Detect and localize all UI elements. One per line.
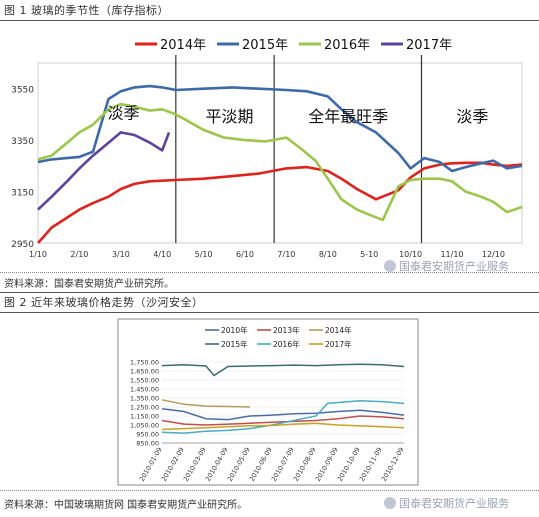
season-label: 淡季 — [456, 107, 488, 126]
y-tick-label: 1,450.00 — [130, 386, 159, 394]
watermark-logo-icon — [384, 497, 396, 509]
x-tick-label: 10/10 — [399, 250, 422, 259]
legend-label: 2016年 — [324, 38, 370, 53]
y-tick-label: 1,150.00 — [130, 413, 159, 421]
figure1-source: 资料来源：国泰君安期货产业研究所。 — [4, 279, 174, 290]
y-tick-label: 2950 — [11, 240, 34, 250]
x-tick-label: 11/10 — [440, 250, 463, 259]
y-tick-label: 1,750.00 — [130, 359, 159, 367]
seasonality-chart: 2950 3150 3350 3550 1/10 2/10 3/10 4/10 5/10 6/10… — [11, 38, 523, 259]
legend-label: 2015年 — [242, 38, 288, 53]
series-line — [161, 399, 251, 408]
y-tick-label: 1,550.00 — [130, 377, 159, 385]
series-line — [161, 363, 405, 377]
legend-label: 2015年 — [221, 339, 248, 349]
legend-label: 2014年 — [325, 325, 352, 335]
x-tick-label: 1/10 — [29, 250, 47, 259]
season-label: 全年最旺季 — [308, 107, 388, 126]
y-tick-label: 1,650.00 — [130, 368, 159, 376]
chart-frame — [117, 318, 419, 486]
watermark-2: 国泰君安期货产业服务 — [384, 495, 509, 511]
legend-label: 2014年 — [160, 38, 206, 53]
y-tick-label: 850.00 — [136, 440, 159, 448]
y-tick-label: 1,050.00 — [130, 422, 159, 430]
x-tick-label: 5/10 — [195, 250, 213, 259]
y-tick-label: 3350 — [11, 137, 34, 147]
series-line — [161, 399, 405, 434]
x-tick-label: 7/10 — [277, 250, 295, 259]
series-line — [37, 131, 171, 211]
figure2-top-rule — [0, 292, 539, 293]
y-tick-label: 1,350.00 — [130, 395, 159, 403]
legend-label: 2010年 — [221, 325, 248, 335]
x-tick-label: 2/10 — [70, 250, 88, 259]
figure1-caption: 图 1 玻璃的季节性（库存指标） — [4, 4, 169, 17]
series-line — [37, 102, 523, 222]
series-line — [161, 415, 405, 426]
x-tick-label: 12/10 — [482, 250, 505, 259]
series-line — [37, 84, 523, 173]
x-tick-label: 5-10 — [360, 250, 378, 259]
legend-label: 2017年 — [406, 38, 452, 53]
x-tick-label: 3/10 — [112, 250, 130, 259]
x-tick-label: 4/10 — [153, 250, 171, 259]
y-tick-label: 3150 — [11, 189, 34, 199]
season-label: 平淡期 — [205, 107, 253, 126]
x-tick-label: 8/10 — [319, 250, 337, 259]
price-trend-chart: 850.00950.001,050.001,150.001,250.001,35… — [117, 318, 419, 486]
figure2-bottom-rule — [0, 490, 539, 491]
figure1-top-rule — [0, 20, 539, 21]
watermark-text-1: 国泰君安期货产业服务 — [399, 260, 509, 273]
watermark-logo-icon — [384, 260, 396, 272]
legend-label: 2013年 — [273, 325, 300, 335]
x-tick-label: 6/10 — [236, 250, 254, 259]
legend-label: 2016年 — [273, 339, 300, 349]
figure2-caption: 图 2 近年来玻璃价格走势（沙河安全） — [4, 296, 204, 309]
y-tick-label: 1,250.00 — [130, 404, 159, 412]
season-label: 淡季 — [108, 103, 140, 122]
series-line — [37, 161, 523, 244]
series-line — [161, 408, 405, 421]
y-tick-label: 3550 — [11, 86, 34, 96]
watermark-1: 国泰君安期货产业服务 — [384, 258, 509, 274]
figure2-caption-rule — [0, 312, 539, 313]
figure2-source: 资料来源：中国玻璃期货网 国泰君安期货产业研究所。 — [4, 500, 248, 511]
figure1-bottom-rule — [0, 272, 539, 273]
y-tick-label: 950.00 — [136, 431, 159, 439]
watermark-text-2: 国泰君安期货产业服务 — [399, 497, 509, 510]
series-line — [161, 422, 405, 431]
legend-label: 2017年 — [325, 339, 352, 349]
